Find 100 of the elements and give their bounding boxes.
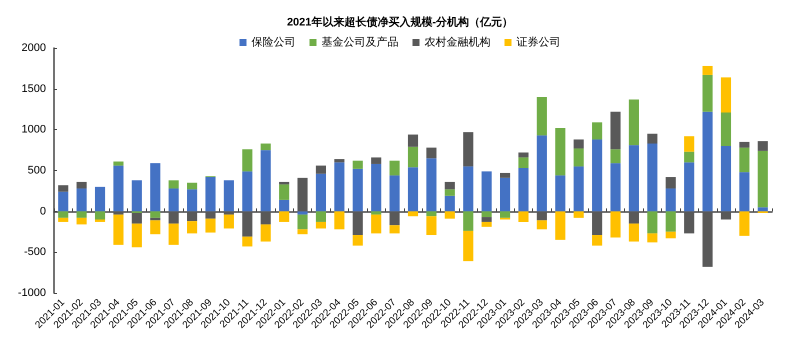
bar [739, 142, 750, 148]
bar [500, 172, 510, 178]
bar [518, 168, 529, 212]
bar [444, 182, 455, 190]
bar [150, 218, 160, 220]
bar [352, 211, 363, 236]
bar [408, 167, 418, 212]
bar [720, 77, 732, 113]
bar [666, 211, 676, 232]
bar [684, 136, 694, 152]
bar [536, 135, 547, 212]
bar [371, 211, 382, 215]
bar [426, 216, 436, 236]
bar [297, 211, 308, 215]
bar [242, 171, 252, 212]
bar [647, 144, 658, 212]
bar [113, 211, 124, 215]
bar [574, 211, 584, 218]
bar [684, 162, 694, 212]
bar [279, 200, 290, 212]
chart-title: 2021年以来超长债净买入规模-分机构（亿元） [286, 16, 514, 28]
bar [574, 166, 584, 212]
bar [666, 177, 676, 188]
y-tick-label: 1500 [22, 82, 46, 95]
bar [58, 211, 68, 218]
bar [444, 196, 455, 212]
bar [334, 159, 344, 162]
bar [168, 224, 179, 245]
bar [297, 214, 308, 230]
bar [739, 211, 750, 236]
bar [702, 211, 713, 267]
bar [168, 188, 179, 212]
bar [518, 157, 529, 168]
bar [463, 211, 474, 231]
bar [113, 166, 124, 212]
bar [574, 139, 584, 148]
bar [482, 211, 492, 218]
y-tick-label: 2000 [22, 42, 46, 54]
bar [592, 139, 602, 212]
bar [647, 211, 658, 234]
bar [168, 180, 179, 188]
y-tick-label: -1000 [18, 287, 46, 299]
bar [720, 211, 732, 220]
bar [536, 211, 547, 220]
bar [316, 174, 326, 212]
legend-label: 基金公司及产品 [322, 36, 398, 48]
bar [482, 217, 492, 222]
bar [610, 149, 621, 164]
bar [297, 229, 308, 234]
bar [390, 211, 400, 226]
bar [76, 188, 87, 212]
bar [555, 175, 566, 212]
bar [574, 148, 584, 166]
bar [739, 172, 750, 212]
bar [150, 163, 160, 212]
bar [408, 146, 418, 168]
bar [352, 160, 363, 169]
bar [610, 112, 621, 150]
bar [187, 221, 198, 234]
legend-label: 证券公司 [516, 36, 560, 48]
bar [352, 168, 363, 212]
bar [279, 182, 290, 184]
y-tick-label: 1000 [22, 124, 46, 136]
bar [592, 211, 602, 236]
bar [610, 211, 621, 238]
bar [334, 162, 344, 212]
bar [482, 222, 492, 227]
bar [555, 211, 566, 240]
bar [76, 218, 87, 224]
bar [592, 235, 602, 246]
bar [168, 211, 179, 224]
bar [132, 224, 142, 248]
bar [132, 212, 142, 224]
bar [242, 149, 252, 172]
bar [536, 97, 547, 136]
bar [260, 224, 271, 242]
bar [224, 180, 234, 212]
bar [702, 66, 713, 75]
bar [58, 185, 68, 192]
bar [371, 214, 382, 234]
bar [224, 214, 234, 228]
bar [187, 182, 198, 190]
bar [187, 211, 198, 222]
bar [260, 150, 271, 212]
bar [720, 146, 732, 212]
bar [720, 112, 732, 146]
bar [628, 224, 639, 242]
bar [739, 148, 750, 172]
bar [242, 211, 252, 237]
bar [58, 192, 68, 212]
bar [316, 211, 326, 222]
bar [666, 188, 676, 212]
bar [76, 211, 87, 218]
bar [390, 160, 400, 176]
bar [334, 211, 344, 230]
legend-label: 保险公司 [252, 36, 296, 48]
bar [463, 230, 474, 262]
bar [555, 128, 566, 176]
bar [518, 152, 529, 158]
y-tick-label: -500 [24, 246, 46, 258]
